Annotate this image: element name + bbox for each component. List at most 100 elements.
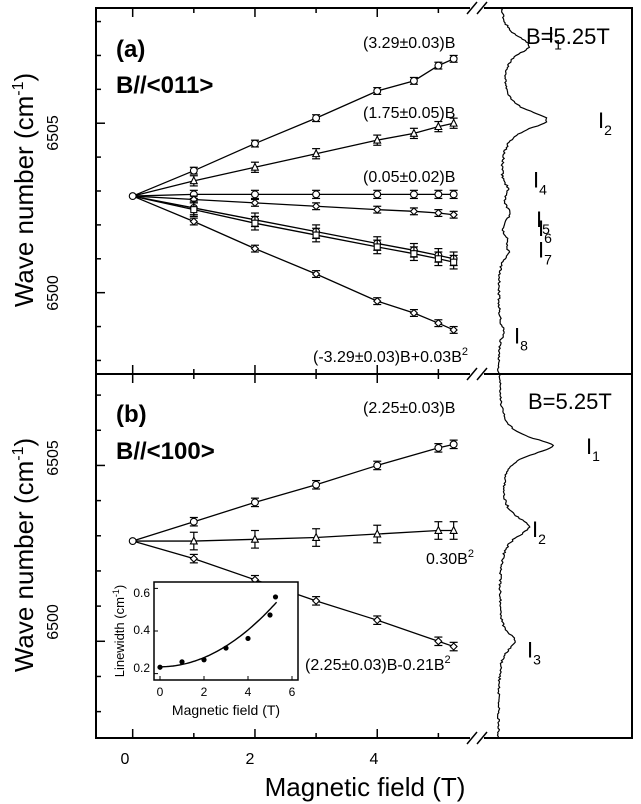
peak-label-sub: 2 (538, 531, 546, 547)
peak-label-letter: I (538, 216, 544, 241)
inset-y-axis-title-main: Linewidth (cm (112, 597, 127, 677)
annotation-a-4: (-3.29±0.03)B+0.03B2 (313, 346, 468, 366)
inset-x-tick-label-2: 2 (201, 685, 208, 699)
spectrum-a-peak-label-7: I7 (538, 238, 552, 268)
panel-b-series-2-point (372, 528, 382, 538)
inset-data-point (223, 645, 229, 651)
panel-a-series-1-point (251, 139, 259, 148)
inset-fit-curve (160, 601, 278, 668)
panel-a-series-3-point (409, 190, 418, 199)
peak-label-letter: I (514, 324, 520, 349)
b-y-axis-title: Wave number (cm-1) (9, 438, 39, 672)
peak-label-letter: I (586, 434, 592, 459)
break-mark (476, 731, 488, 745)
spectrum-a-peak-label-2: I2 (598, 108, 612, 138)
spectrum-b-peak-label-3: I3 (527, 637, 541, 667)
panel-b-series-2-point (311, 532, 321, 541)
b-y-axis-title-sup: -1 (10, 446, 27, 460)
peak-label-sub: 1 (554, 36, 562, 52)
spectrum-a-peak-label-6: I6 (538, 216, 552, 246)
panel-b-series-2-line (132, 529, 454, 542)
spectrum-b-title: B=5.25T (528, 389, 612, 414)
annotation-b-2-main: 0.30B (426, 551, 468, 568)
annotation-b-1: (2.25±0.03)B (363, 400, 455, 417)
peak-label-letter: I (533, 167, 539, 192)
panel-b-series-2-point (250, 534, 260, 543)
panel-a-series-6-point (373, 243, 381, 251)
panel-a-series-6-point (190, 206, 198, 214)
panel-a-series-3-point (434, 190, 443, 199)
break-mark (476, 1, 488, 15)
panel-a-series-2-point (434, 121, 443, 131)
panel-a-series-1-point (189, 166, 198, 175)
inset-y-axis-title: Linewidth (cm-1) (111, 585, 127, 678)
inset-y-tick-label-0.4: 0.4 (133, 623, 150, 637)
spectrum-a-peak-label-8: I8 (514, 324, 528, 354)
panel-a-series-6-point (312, 231, 320, 239)
panel-b-series-2-point (434, 525, 443, 534)
a-y-tick-label-6505: 6505 (45, 115, 62, 151)
inset-data-point (179, 659, 185, 665)
peak-label-letter: I (527, 637, 533, 662)
panel-a-series-1-point (409, 76, 418, 85)
annotation-b-3: (2.25±0.03)B-0.21B2 (305, 654, 451, 674)
spectrum-a-peak-label-1: I1 (548, 22, 562, 52)
panel-a-series-2-point (189, 175, 199, 185)
panel-b-series-3-point (189, 554, 198, 563)
panel-a-series-3-point (312, 190, 321, 199)
b-y-axis-title-end: ) (9, 438, 39, 447)
spectrum-a-peak-label-4: I4 (533, 167, 547, 197)
inset-data-point (267, 612, 273, 618)
panel-a-series-2-point (311, 148, 321, 158)
spectrum-a-title: B=5.25T (526, 24, 610, 49)
panel-b-series-2-point (189, 535, 199, 545)
b-y-axis-title-main: Wave number (cm (9, 461, 39, 672)
a-y-axis-title-main: Wave number (cm (9, 96, 39, 307)
annotation-a-2: (1.75±0.05)B (363, 105, 455, 122)
peak-label-letter: I (538, 238, 544, 263)
panel-b-orientation: B//<100> (116, 438, 215, 465)
panel-b-series-3-point (434, 637, 443, 646)
panel-b-series-1-point (189, 517, 198, 526)
inset-x-axis-title: Magnetic field (T) (172, 702, 280, 718)
spectrum-b-line (496, 374, 555, 739)
peak-label-letter: I (536, 207, 542, 232)
panel-b-series-3-point (449, 642, 458, 651)
panel-a-series-6-point (434, 255, 442, 263)
a-y-axis-title: Wave number (cm-1) (9, 73, 39, 307)
panel-a-series-4-point (311, 202, 321, 211)
spectrum-a-peak-label-5: I5 (536, 207, 550, 237)
panel-a-series-2-point (372, 135, 382, 144)
axis-ticks (96, 8, 440, 738)
panel-a-series-1-point (449, 54, 458, 63)
panel-b-series-3-point (373, 616, 382, 625)
peak-label-sub: 8 (520, 338, 528, 354)
break-mark (466, 1, 478, 15)
panel-a-series-2-point (409, 128, 419, 137)
inset-data-point (245, 635, 251, 642)
panel-b-series-3-point (311, 596, 321, 606)
inset-x-tick-label-0: 0 (157, 685, 164, 699)
panel-a-series-5-line (132, 195, 454, 260)
break-mark (466, 731, 478, 745)
panel-a-series-3-line (132, 193, 454, 197)
panel-a-series-3-point (449, 190, 458, 199)
inset-data-point (272, 594, 279, 600)
peak-label-sub: 6 (544, 230, 552, 246)
panel-a-series-4-point (434, 208, 443, 218)
panel-a-series-7-line (132, 195, 454, 331)
inset: 0 2 4 6 0.2 0.4 0.6 Magnetic field (T) L… (111, 581, 299, 718)
peak-label-letter: I (532, 517, 538, 542)
peak-label-sub: 3 (533, 651, 541, 667)
spectrum-b-peak-label-2: I2 (532, 517, 546, 547)
panel-a-series-1-point (373, 87, 382, 95)
peak-label-sub: 2 (604, 122, 612, 138)
peak-label-sub: 5 (542, 221, 550, 237)
annotation-b-2-sup: 2 (468, 548, 474, 560)
panel-a-series-4-point (409, 207, 419, 216)
inset-y-axis-title-sup: -1 (111, 589, 121, 597)
axis-break-marks (466, 1, 488, 745)
panel-a-series-4-point (373, 205, 382, 214)
x-tick-label-2: 2 (246, 751, 255, 768)
